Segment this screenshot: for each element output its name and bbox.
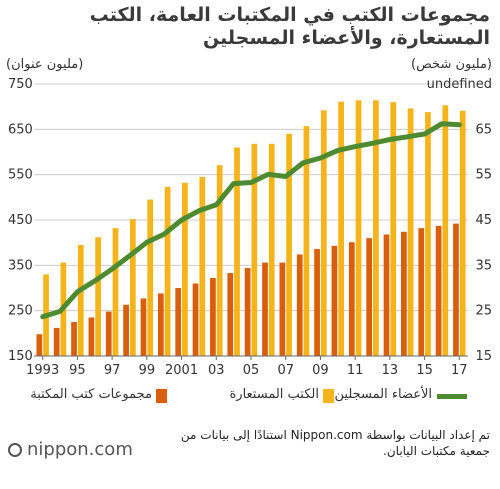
bar-loans xyxy=(303,126,310,356)
bar-collections xyxy=(210,278,216,356)
left-tick-label: 450 xyxy=(8,213,33,228)
bar-loans xyxy=(199,176,206,356)
left-tick-label: 650 xyxy=(8,122,33,137)
left-tick-label: 750 xyxy=(8,77,33,92)
bar-collections xyxy=(53,327,60,356)
bar-collections xyxy=(383,234,390,356)
bar-loans xyxy=(407,108,414,356)
bar-loans xyxy=(129,219,136,356)
bar-loans xyxy=(268,143,275,356)
chart: 150 15 250 25 350 35 450 45 550 55 650 65 750 undefin… xyxy=(8,77,492,378)
x-tick-label: 07 xyxy=(277,363,294,378)
right-tick-label: 35 xyxy=(475,258,492,273)
bar-collections xyxy=(88,317,95,356)
x-tick-label: 15 xyxy=(416,363,433,378)
x-tick-label: 17 xyxy=(451,363,468,378)
left-tick-label: 550 xyxy=(8,168,33,183)
x-tick-label: 97 xyxy=(104,363,121,378)
bar-collections xyxy=(418,228,425,356)
bar-loans xyxy=(286,133,292,356)
bar-collections xyxy=(366,238,373,356)
bar-collections xyxy=(105,311,112,356)
x-tick-label: 03 xyxy=(208,363,225,378)
bar-collections xyxy=(244,268,251,356)
bar-loans xyxy=(95,237,101,356)
x-tick-label: 11 xyxy=(347,363,364,378)
bar-loans xyxy=(373,100,379,356)
x-tick-label: 09 xyxy=(312,363,329,378)
bar-collections xyxy=(279,262,286,356)
left-tick-label: 350 xyxy=(8,258,33,273)
bar-collections xyxy=(435,225,442,356)
right-axis-unit: (مليون شخص) xyxy=(411,57,492,72)
bar-collections xyxy=(192,283,199,356)
bar-loans xyxy=(164,186,171,356)
bar-loans xyxy=(112,228,119,356)
legend-label-collections: مجموعات كتب المكتبة xyxy=(30,387,152,402)
bar-collections xyxy=(331,245,338,356)
x-tick-label: 13 xyxy=(382,363,399,378)
x-tick-label: 1993 xyxy=(26,363,59,378)
x-tick-label: 2001 xyxy=(165,363,198,378)
bar-collections xyxy=(314,249,320,356)
bar-loans xyxy=(355,100,362,356)
right-tick-label: 45 xyxy=(475,213,492,228)
right-tick-label: 55 xyxy=(475,168,492,183)
x-tick-label: 99 xyxy=(139,363,156,378)
bar-collections xyxy=(227,273,234,356)
left-tick-label: 150 xyxy=(8,349,33,364)
right-tick-label: 15 xyxy=(475,349,492,364)
legend-label-members: الأعضاء المسجلين xyxy=(334,387,432,402)
bar-loans xyxy=(216,165,223,356)
bar-loans xyxy=(77,244,84,356)
bar-collections xyxy=(157,293,164,356)
bar-loans xyxy=(390,102,397,356)
bar-collections xyxy=(401,231,407,356)
bar-collections xyxy=(175,288,182,356)
legend-swatch-collections xyxy=(156,389,167,403)
bar-loans xyxy=(182,182,188,356)
legend: الأعضاء المسجلين الكتب المستعارة مجموعات… xyxy=(0,387,500,409)
bar-collections xyxy=(140,298,147,356)
bar-loans xyxy=(234,147,240,356)
bar-loans xyxy=(425,112,431,357)
right-tick-label: 25 xyxy=(475,304,492,319)
left-tick-label: 250 xyxy=(8,304,33,319)
line-members xyxy=(40,121,462,320)
legend-swatch-loans xyxy=(323,389,334,403)
left-axis-unit: (مليون عنوان) xyxy=(6,57,84,72)
source-note: تم إعداد البيانات بواسطة Nippon.com استن… xyxy=(180,428,490,458)
bar-collections xyxy=(123,304,129,356)
right-tick-label: undefined xyxy=(427,77,492,92)
legend-label-loans: الكتب المستعارة xyxy=(229,387,319,402)
bar-collections xyxy=(71,322,77,356)
bar-loans xyxy=(147,199,154,356)
x-tick-label: 05 xyxy=(243,363,260,378)
bar-loans xyxy=(442,105,449,356)
bar-collections xyxy=(36,334,43,356)
legend-swatch-members xyxy=(437,394,467,399)
nippon-logo: nippon.com xyxy=(8,439,133,460)
bar-loans xyxy=(320,110,327,356)
x-tick-label: 95 xyxy=(69,363,86,378)
bar-collections xyxy=(262,262,268,356)
chart-title: مجموعات الكتب في المكتبات العامة، الكتب … xyxy=(89,4,490,49)
bar-collections xyxy=(453,223,459,356)
bar-collections xyxy=(296,254,303,356)
right-tick-label: 65 xyxy=(475,122,492,137)
bar-loans xyxy=(338,101,345,357)
bar-loans xyxy=(251,143,258,356)
bar-loans xyxy=(459,110,466,356)
bar-collections xyxy=(348,242,355,356)
